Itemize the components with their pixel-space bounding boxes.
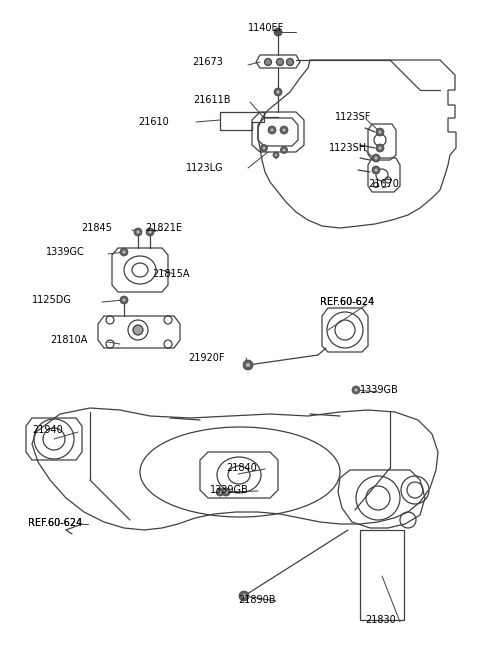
Circle shape: [274, 28, 282, 36]
Circle shape: [133, 325, 143, 335]
Text: 1125DG: 1125DG: [32, 295, 72, 305]
Circle shape: [134, 228, 142, 236]
Circle shape: [148, 231, 152, 234]
Circle shape: [275, 154, 277, 156]
Text: 1339GB: 1339GB: [360, 385, 399, 395]
Circle shape: [354, 388, 358, 392]
Text: 21611B: 21611B: [193, 95, 230, 105]
Circle shape: [276, 58, 284, 66]
Circle shape: [378, 147, 382, 149]
Circle shape: [120, 296, 128, 304]
Circle shape: [268, 126, 276, 134]
Circle shape: [246, 363, 250, 367]
Circle shape: [218, 491, 222, 494]
Circle shape: [372, 166, 380, 174]
Circle shape: [225, 491, 228, 494]
Circle shape: [374, 168, 378, 172]
Circle shape: [264, 58, 272, 66]
Circle shape: [274, 88, 282, 96]
Text: 1123SF: 1123SF: [335, 112, 372, 122]
Circle shape: [280, 126, 288, 134]
Circle shape: [239, 591, 249, 601]
Circle shape: [216, 488, 224, 496]
Text: 21940: 21940: [32, 425, 63, 435]
Text: 21673: 21673: [192, 57, 223, 67]
Text: 1140EF: 1140EF: [248, 23, 284, 33]
Circle shape: [122, 299, 126, 301]
Text: REF.60-624: REF.60-624: [28, 518, 82, 528]
Text: 21810A: 21810A: [50, 335, 87, 345]
Circle shape: [372, 154, 380, 162]
Circle shape: [374, 157, 378, 160]
Text: 1123SH: 1123SH: [329, 143, 367, 153]
Circle shape: [270, 128, 274, 132]
Circle shape: [263, 147, 265, 149]
Text: 21830: 21830: [365, 615, 396, 625]
Text: 21610: 21610: [138, 117, 169, 127]
Circle shape: [273, 152, 279, 158]
Circle shape: [136, 231, 140, 234]
Circle shape: [242, 594, 246, 598]
Text: 1339GC: 1339GC: [46, 247, 85, 257]
Circle shape: [280, 147, 288, 153]
Circle shape: [352, 386, 360, 394]
Text: 21815A: 21815A: [152, 269, 190, 279]
Circle shape: [146, 228, 154, 236]
Circle shape: [122, 250, 126, 253]
Text: 21890B: 21890B: [238, 595, 276, 605]
Circle shape: [376, 144, 384, 152]
Circle shape: [276, 90, 279, 94]
Text: 21840: 21840: [226, 463, 257, 473]
Text: 1123LG: 1123LG: [186, 163, 224, 173]
Circle shape: [378, 130, 382, 134]
Circle shape: [287, 58, 293, 66]
Circle shape: [283, 149, 286, 151]
Text: 21821E: 21821E: [145, 223, 182, 233]
Text: REF.60-624: REF.60-624: [320, 297, 374, 307]
Circle shape: [222, 488, 230, 496]
Text: 21920F: 21920F: [188, 353, 225, 363]
Circle shape: [376, 128, 384, 136]
Text: REF.60-624: REF.60-624: [28, 518, 82, 528]
Circle shape: [243, 360, 253, 370]
Text: 21845: 21845: [81, 223, 112, 233]
Circle shape: [120, 248, 128, 256]
Text: 1339GB: 1339GB: [210, 485, 249, 495]
Circle shape: [282, 128, 286, 132]
Text: REF.60-624: REF.60-624: [320, 297, 374, 307]
Circle shape: [261, 145, 267, 151]
Text: 21670: 21670: [368, 179, 399, 189]
